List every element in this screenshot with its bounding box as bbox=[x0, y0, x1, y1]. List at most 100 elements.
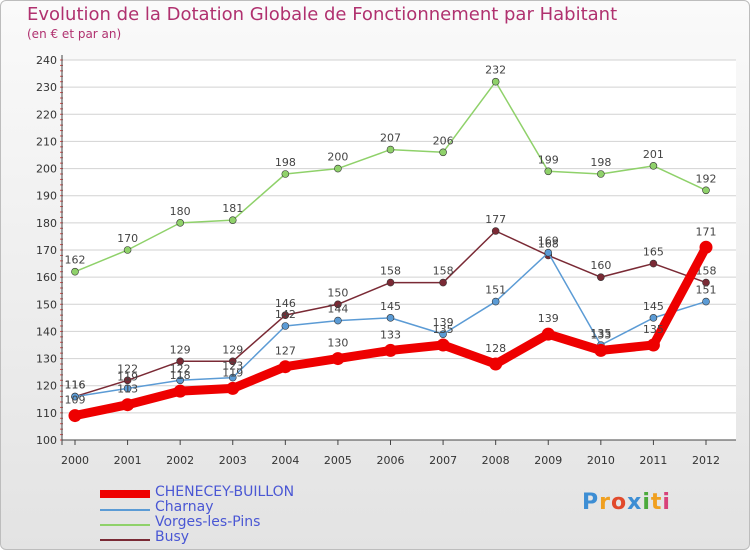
y-tick-label: 190 bbox=[36, 190, 57, 203]
y-tick-label: 100 bbox=[36, 434, 57, 447]
data-label-vorges-les-pins: 198 bbox=[590, 156, 611, 169]
data-label-busy: 129 bbox=[222, 343, 243, 356]
data-point-charnay bbox=[386, 314, 395, 322]
legend-label-charnay: Charnay bbox=[155, 499, 214, 515]
chart-subtitle: (en € et par an) bbox=[27, 27, 122, 41]
data-point-chenecey-buillon bbox=[646, 338, 660, 352]
legend-label-chenecey-buillon: CHENECEY-BUILLON bbox=[155, 484, 295, 500]
x-tick-label: 2010 bbox=[587, 454, 615, 467]
x-tick-label: 2002 bbox=[166, 454, 194, 467]
data-point-chenecey-buillon bbox=[331, 352, 345, 366]
data-point-charnay bbox=[702, 297, 710, 306]
data-point-vorges-les-pins bbox=[281, 170, 290, 178]
legend-swatch-chenecey-buillon bbox=[100, 490, 150, 498]
legend-swatch-vorges-les-pins bbox=[100, 524, 150, 526]
data-point-chenecey-buillon bbox=[436, 338, 450, 352]
data-label-vorges-les-pins: 170 bbox=[117, 232, 138, 245]
data-point-vorges-les-pins bbox=[597, 170, 605, 178]
data-point-charnay bbox=[491, 297, 500, 306]
data-label-charnay: 151 bbox=[485, 284, 506, 297]
legend-item-chenecey-buillon: CHENECEY-BUILLON bbox=[100, 484, 360, 502]
data-label-chenecey-buillon: 109 bbox=[65, 394, 86, 407]
data-label-busy: 150 bbox=[327, 286, 348, 299]
data-point-busy bbox=[123, 376, 132, 385]
data-label-charnay: 135 bbox=[590, 327, 611, 340]
logo-letter: r bbox=[599, 490, 611, 515]
data-point-charnay bbox=[71, 392, 79, 401]
data-point-chenecey-buillon bbox=[226, 381, 240, 395]
data-point-chenecey-buillon bbox=[594, 343, 608, 357]
data-point-charnay bbox=[439, 330, 447, 338]
data-point-vorges-les-pins bbox=[544, 167, 553, 176]
data-label-chenecey-buillon: 133 bbox=[590, 328, 611, 341]
data-point-vorges-les-pins bbox=[702, 186, 710, 195]
data-label-busy: 168 bbox=[538, 237, 559, 250]
data-label-vorges-les-pins: 206 bbox=[433, 134, 454, 147]
y-tick-label: 220 bbox=[36, 108, 57, 121]
data-label-chenecey-buillon: 171 bbox=[696, 225, 717, 238]
data-point-charnay bbox=[334, 316, 342, 325]
legend-label-vorges-les-pins: Vorges-les-Pins bbox=[155, 514, 261, 530]
data-label-charnay: 145 bbox=[643, 300, 664, 313]
data-point-vorges-les-pins bbox=[439, 148, 447, 157]
data-point-vorges-les-pins bbox=[176, 219, 184, 227]
logo-letter: i bbox=[662, 490, 671, 515]
y-tick-label: 210 bbox=[36, 135, 57, 148]
data-point-vorges-les-pins bbox=[386, 145, 395, 154]
y-tick-label: 200 bbox=[36, 163, 57, 176]
data-label-charnay: 144 bbox=[327, 303, 348, 316]
data-point-charnay bbox=[544, 248, 553, 257]
data-label-chenecey-buillon: 127 bbox=[275, 345, 296, 358]
x-tick-label: 2004 bbox=[271, 454, 299, 467]
legend-item-busy: Busy bbox=[100, 529, 360, 547]
data-point-chenecey-buillon bbox=[489, 357, 503, 371]
data-label-charnay: 142 bbox=[275, 308, 296, 321]
logo-letter: P bbox=[582, 490, 600, 515]
data-label-busy: 146 bbox=[275, 297, 296, 310]
data-point-busy bbox=[649, 259, 658, 268]
proxiti-logo: Proxiti bbox=[582, 490, 671, 515]
data-point-chenecey-buillon bbox=[541, 327, 555, 341]
y-tick-label: 130 bbox=[36, 353, 57, 366]
data-label-busy: 177 bbox=[485, 213, 506, 226]
data-label-charnay: 145 bbox=[380, 300, 401, 313]
data-label-busy: 158 bbox=[696, 265, 717, 278]
data-label-charnay: 122 bbox=[170, 362, 191, 375]
x-tick-label: 2009 bbox=[534, 454, 562, 467]
data-point-vorges-les-pins bbox=[649, 162, 658, 170]
data-label-vorges-les-pins: 192 bbox=[696, 172, 717, 185]
data-label-busy: 165 bbox=[643, 246, 664, 259]
x-tick-label: 2006 bbox=[377, 454, 405, 467]
data-point-vorges-les-pins bbox=[491, 77, 500, 86]
legend-swatch-charnay bbox=[100, 509, 150, 511]
data-label-busy: 158 bbox=[380, 265, 401, 278]
data-label-chenecey-buillon: 135 bbox=[433, 323, 454, 336]
legend-swatch-busy bbox=[100, 539, 150, 541]
data-label-chenecey-buillon: 119 bbox=[222, 366, 243, 379]
x-tick-label: 2011 bbox=[639, 454, 667, 467]
y-tick-label: 140 bbox=[36, 325, 57, 338]
data-label-chenecey-buillon: 139 bbox=[538, 312, 559, 325]
data-label-vorges-les-pins: 232 bbox=[485, 64, 506, 77]
y-tick-label: 120 bbox=[36, 380, 57, 393]
data-point-chenecey-buillon bbox=[384, 343, 397, 357]
logo-letter: x bbox=[627, 490, 643, 515]
data-label-busy: 160 bbox=[590, 259, 611, 272]
data-label-chenecey-buillon: 128 bbox=[485, 342, 506, 355]
x-tick-label: 2000 bbox=[61, 454, 89, 467]
data-point-charnay bbox=[281, 322, 290, 330]
x-tick-label: 2003 bbox=[219, 454, 247, 467]
x-tick-label: 2008 bbox=[482, 454, 510, 467]
data-point-charnay bbox=[176, 376, 184, 385]
data-label-charnay: 139 bbox=[433, 316, 454, 329]
data-point-vorges-les-pins bbox=[123, 246, 132, 254]
data-point-charnay bbox=[649, 314, 658, 322]
data-point-chenecey-buillon bbox=[68, 409, 82, 423]
y-tick-label: 180 bbox=[36, 217, 57, 230]
data-point-busy bbox=[439, 278, 447, 287]
legend-item-vorges-les-pins: Vorges-les-Pins bbox=[100, 514, 360, 532]
data-point-vorges-les-pins bbox=[228, 216, 237, 224]
legend-label-busy: Busy bbox=[155, 529, 190, 545]
data-point-chenecey-buillon bbox=[173, 384, 187, 398]
data-point-busy bbox=[597, 273, 605, 281]
